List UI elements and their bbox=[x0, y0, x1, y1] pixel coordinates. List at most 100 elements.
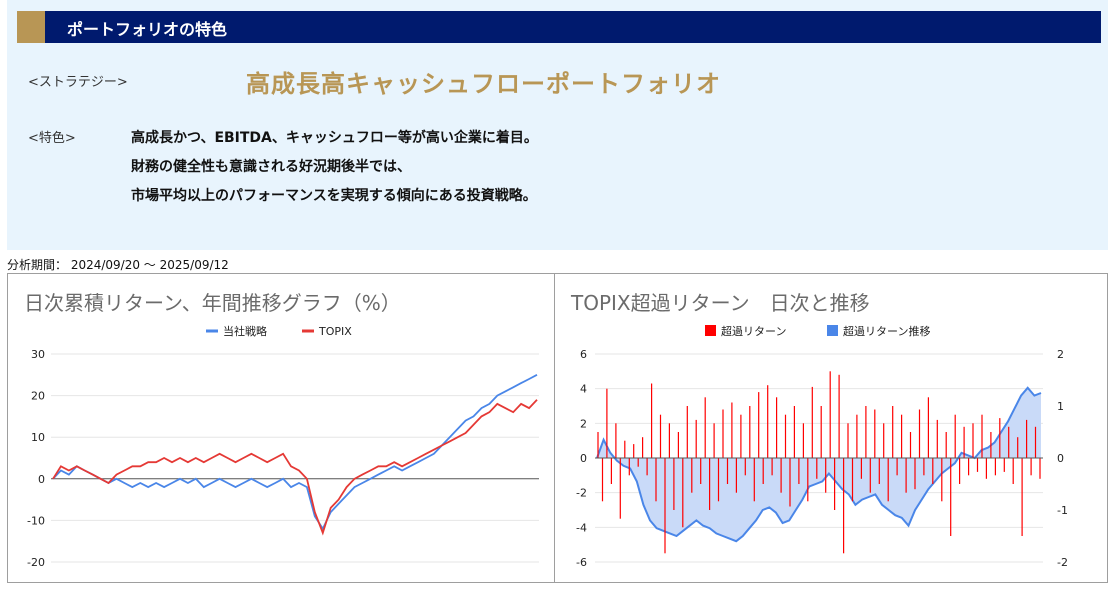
excess-bar bbox=[1008, 426, 1010, 458]
excess-bar bbox=[717, 458, 720, 502]
feature-label: <特色> bbox=[28, 131, 76, 146]
excess-bar bbox=[959, 458, 961, 484]
excess-bar bbox=[954, 414, 956, 458]
excess-bar bbox=[901, 414, 903, 458]
y-tick-label: -6 bbox=[576, 556, 587, 569]
excess-bar bbox=[860, 458, 862, 479]
excess-bar bbox=[843, 458, 845, 554]
strategy-value: 高成長高キャッシュフローポートフォリオ bbox=[246, 70, 721, 98]
y-tick-label: 0 bbox=[580, 452, 587, 465]
legend-swatch bbox=[705, 325, 716, 336]
excess-bar bbox=[646, 458, 648, 476]
excess-bar bbox=[985, 458, 987, 479]
feature-line: 財務の健全性も意識される好況期後半では、 bbox=[131, 159, 411, 175]
excess-bar bbox=[789, 458, 791, 507]
excess-bar bbox=[941, 458, 943, 502]
series-line bbox=[52, 374, 538, 531]
excess-bar bbox=[615, 423, 617, 458]
excess-return-plot: 6 4 2 0 -2 -4 -6 2 1 0 -1 -2 超過リターン 超過リターン推移 bbox=[576, 324, 1068, 569]
excess-bar bbox=[628, 458, 630, 476]
excess-bar bbox=[1003, 458, 1005, 472]
excess-bar bbox=[695, 419, 697, 458]
excess-bar bbox=[655, 458, 657, 502]
series-line bbox=[52, 399, 538, 536]
feature-line: 高成長かつ、EBITDA、キャッシュフロー等が高い企業に着目。 bbox=[131, 130, 538, 146]
excess-bar bbox=[950, 458, 952, 536]
excess-bar bbox=[945, 432, 947, 458]
excess-bar bbox=[851, 458, 854, 502]
excess-bar bbox=[673, 458, 675, 510]
excess-bar bbox=[838, 374, 840, 458]
excess-bar bbox=[1021, 458, 1023, 536]
excess-bar bbox=[762, 458, 764, 484]
excess-bar bbox=[905, 458, 907, 493]
excess-bar bbox=[659, 414, 662, 458]
excess-bar bbox=[1026, 419, 1028, 458]
y-tick-label: 20 bbox=[31, 390, 45, 403]
excess-bar bbox=[664, 458, 666, 554]
y-tick-label: 4 bbox=[580, 383, 587, 396]
legend-label: TOPIX bbox=[318, 325, 352, 338]
excess-bar bbox=[883, 423, 885, 458]
excess-bar bbox=[918, 409, 921, 458]
excess-bar bbox=[1034, 426, 1037, 458]
excess-bar bbox=[865, 406, 867, 458]
excess-bar bbox=[704, 397, 706, 458]
chart-title: TOPIX超過リターン 日次と推移 bbox=[571, 291, 870, 315]
excess-bar bbox=[994, 458, 996, 476]
excess-bar bbox=[963, 426, 965, 458]
excess-bar bbox=[1030, 458, 1032, 476]
header-title: ポートフォリオの特色 bbox=[67, 20, 228, 39]
excess-bar bbox=[990, 432, 992, 458]
excess-bar bbox=[713, 423, 715, 458]
excess-bar bbox=[829, 371, 831, 458]
excess-cumulative-line bbox=[596, 386, 1042, 543]
excess-bar bbox=[820, 406, 822, 458]
y-tick-label: 0 bbox=[38, 473, 45, 486]
excess-bar bbox=[981, 414, 983, 458]
excess-bar bbox=[735, 458, 737, 493]
excess-bar bbox=[744, 458, 746, 476]
excess-bar bbox=[936, 419, 938, 458]
excess-bar bbox=[1039, 458, 1041, 479]
y-tick-label: -4 bbox=[576, 521, 587, 534]
excess-bar bbox=[784, 414, 787, 458]
excess-bar bbox=[776, 397, 778, 458]
excess-bar bbox=[896, 458, 898, 476]
excess-bar bbox=[758, 392, 760, 458]
excess-bar bbox=[700, 458, 702, 484]
excess-bar bbox=[677, 432, 679, 458]
excess-bar bbox=[932, 458, 934, 484]
legend-label: 超過リターン推移 bbox=[843, 324, 930, 338]
excess-bar bbox=[691, 458, 693, 493]
excess-bar bbox=[802, 423, 804, 458]
excess-bar bbox=[767, 385, 769, 458]
y-tick-label: 6 bbox=[580, 348, 587, 361]
excess-bar bbox=[606, 388, 608, 458]
excess-bar bbox=[731, 402, 733, 458]
cumulative-return-plot: 30 20 10 0 -10 -20 当社戦略 TOPIX bbox=[27, 324, 539, 569]
legend-label: 超過リターン bbox=[721, 324, 786, 338]
excess-bar bbox=[923, 458, 925, 476]
y2-tick-label: -2 bbox=[1057, 556, 1068, 569]
excess-bar bbox=[834, 458, 836, 510]
excess-bar bbox=[749, 406, 751, 458]
excess-bar bbox=[976, 458, 979, 472]
excess-bar bbox=[816, 458, 818, 479]
excess-bar bbox=[999, 418, 1001, 458]
header-bar: ポートフォリオの特色 bbox=[17, 11, 1101, 43]
y-tick-label: 10 bbox=[31, 431, 45, 444]
legend-swatch bbox=[827, 325, 838, 336]
excess-bar bbox=[624, 440, 626, 458]
excess-bar bbox=[927, 397, 929, 458]
excess-bar bbox=[856, 414, 858, 458]
excess-bar bbox=[807, 458, 809, 502]
y-tick-label: 2 bbox=[580, 417, 587, 430]
excess-bar bbox=[869, 458, 871, 493]
excess-bar bbox=[887, 458, 889, 502]
chart-title: 日次累積リターン、年間推移グラフ（%） bbox=[24, 291, 401, 315]
excess-bar bbox=[874, 409, 876, 458]
excess-bar bbox=[780, 458, 782, 493]
excess-bar bbox=[637, 458, 639, 467]
excess-bar bbox=[914, 458, 916, 490]
